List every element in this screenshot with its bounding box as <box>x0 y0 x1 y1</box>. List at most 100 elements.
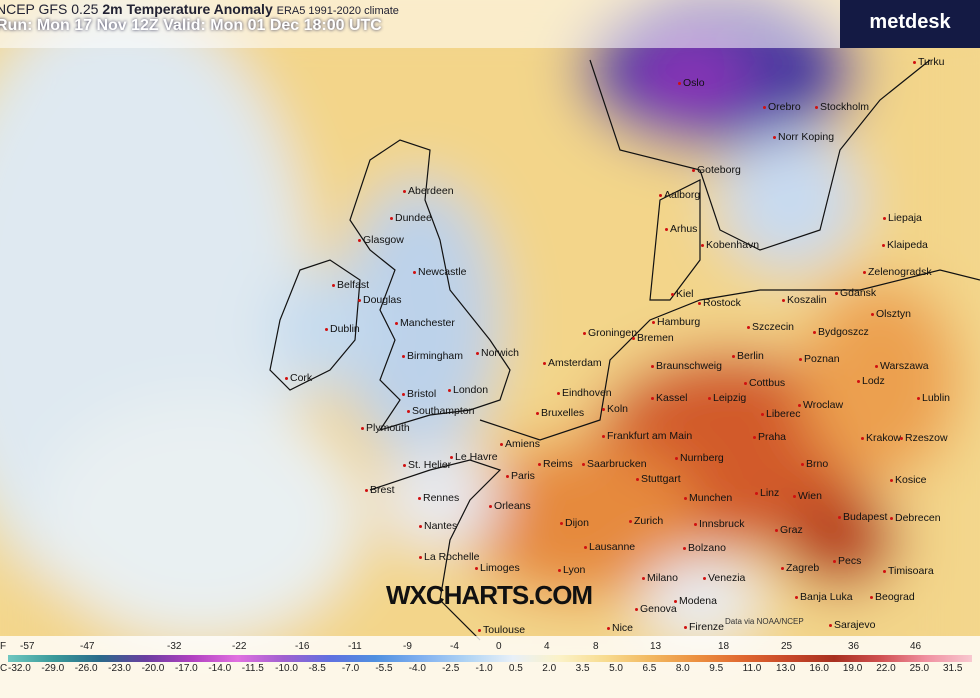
f-tick-label: 46 <box>910 641 922 652</box>
f-tick-label: -47 <box>80 641 95 652</box>
city-label: Saarbrucken <box>582 458 647 470</box>
f-tick-label: 8 <box>593 641 599 652</box>
city-label: Manchester <box>395 317 455 329</box>
city-label: Leipzig <box>707 392 747 404</box>
city-label: Norr Koping <box>772 131 835 143</box>
c-tick-label: 31.5 <box>943 663 963 674</box>
city-label: Timisoara <box>883 565 934 577</box>
c-tick-label: 3.5 <box>575 663 590 674</box>
city-label: Limoges <box>475 562 520 574</box>
city-label: Paris <box>506 470 535 482</box>
city-label: Stuttgart <box>636 473 681 485</box>
f-tick-label: -4 <box>450 641 459 652</box>
c-tick-label: 9.5 <box>709 663 724 674</box>
city-label: Cottbus <box>743 377 786 389</box>
city-label: Orebro <box>763 101 801 113</box>
header: NCEP GFS 0.25 2m Temperature Anomaly ERA… <box>0 0 980 48</box>
city-label: Rzeszow <box>900 432 948 444</box>
city-label: Innsbruck <box>694 518 745 530</box>
city-label: Zelenogradsk <box>863 266 932 278</box>
city-label: Milano <box>642 572 678 584</box>
city-label: Nice <box>606 622 634 634</box>
city-label: Frankfurt am Main <box>601 430 693 442</box>
c-tick-label: -11.5 <box>241 663 264 674</box>
product: 2m Temperature Anomaly <box>102 1 273 17</box>
city-label: Debrecen <box>890 512 941 524</box>
city-label: Kosice <box>890 474 927 486</box>
c-tick-label: -2.5 <box>442 663 460 674</box>
city-label: Arhus <box>664 223 698 235</box>
city-label: Belfast <box>331 279 370 291</box>
city-label: Munchen <box>683 492 733 504</box>
city-label: Budapest <box>837 511 888 523</box>
c-tick-label: 25.0 <box>909 663 930 674</box>
city-label: Southampton <box>406 405 475 417</box>
c-tick-label: 13.0 <box>776 663 796 674</box>
city-label: Pecs <box>832 555 862 567</box>
city-label: Toulouse <box>477 624 526 636</box>
legend: F C -57 -47 -32 -22 -16 -11 -9 -4 0 4 8 13 18 25 36 46 -32… <box>0 636 980 698</box>
c-tick-label: 8.0 <box>675 663 690 674</box>
city-label: Rennes <box>417 492 460 504</box>
city-label: Cork <box>284 372 313 384</box>
c-tick-label: 16.0 <box>809 663 829 674</box>
city-label: Dublin <box>325 323 360 335</box>
c-tick-label: 2.0 <box>542 663 557 674</box>
city-label: Le Havre <box>450 451 498 463</box>
run-info: Run: Mon 17 Nov 12Z Valid: Mon 01 Dec 18… <box>0 17 382 34</box>
city-label: Linz <box>754 487 780 499</box>
city-label: Poznan <box>799 353 840 365</box>
city-label: Turku <box>912 56 945 68</box>
city-label: Lodz <box>857 375 885 387</box>
city-label: St. Helier <box>402 459 452 471</box>
city-label: Bolzano <box>683 542 726 554</box>
city-label: Genova <box>635 603 677 615</box>
city-label: Koln <box>601 403 629 415</box>
city-label: Orleans <box>489 500 531 512</box>
city-label: Goteborg <box>692 164 741 176</box>
city-label: Hamburg <box>651 316 701 328</box>
unit-label: C <box>0 663 8 674</box>
model: NCEP GFS 0.25 <box>0 1 99 17</box>
c-tick-label: -29.0 <box>41 663 65 674</box>
c-tick-label: -14.0 <box>208 663 232 674</box>
c-tick-label: -8.5 <box>308 663 326 674</box>
city-label: Praha <box>752 431 787 443</box>
c-tick-label: -26.0 <box>74 663 98 674</box>
city-label: Kobenhavn <box>700 239 760 251</box>
c-tick-label: -20.0 <box>141 663 165 674</box>
city-label: Firenze <box>683 621 725 633</box>
city-label: Beograd <box>870 591 915 603</box>
brand-logo: metdesk <box>840 0 980 48</box>
f-tick-label: -57 <box>20 641 35 652</box>
c-tick-label: -5.5 <box>375 663 393 674</box>
c-tick-label: -1.0 <box>475 663 493 674</box>
city-label: Venezia <box>702 572 746 584</box>
c-tick-label: 22.0 <box>876 663 896 674</box>
c-tick-label: -7.0 <box>341 663 360 674</box>
city-label: Nurnberg <box>675 452 724 464</box>
f-tick-label: -9 <box>403 641 412 652</box>
city-label: Rostock <box>698 297 741 309</box>
city-label: Wroclaw <box>797 399 844 411</box>
city-label: Reims <box>538 458 573 470</box>
city-label: Kiel <box>671 288 694 300</box>
city-label: La Rochelle <box>418 551 480 563</box>
f-tick-label: -16 <box>295 641 310 652</box>
city-label: Lausanne <box>583 541 636 553</box>
city-label: Koszalin <box>782 294 827 306</box>
city-label: Modena <box>674 595 717 607</box>
c-tick-label: 6.5 <box>642 663 657 674</box>
city-label: Warszawa <box>875 360 929 372</box>
city-label: Aberdeen <box>403 185 454 197</box>
f-tick-label: -32 <box>167 641 182 652</box>
c-tick-label: -4.0 <box>408 663 426 674</box>
f-tick-label: 36 <box>848 641 860 652</box>
city-label: Brest <box>365 484 395 496</box>
city-label: Braunschweig <box>651 360 722 372</box>
c-tick-label: -32.0 <box>8 663 31 674</box>
f-tick-label: 25 <box>781 641 793 652</box>
city-label: Amsterdam <box>543 357 602 369</box>
f-tick-label: 4 <box>544 641 550 652</box>
